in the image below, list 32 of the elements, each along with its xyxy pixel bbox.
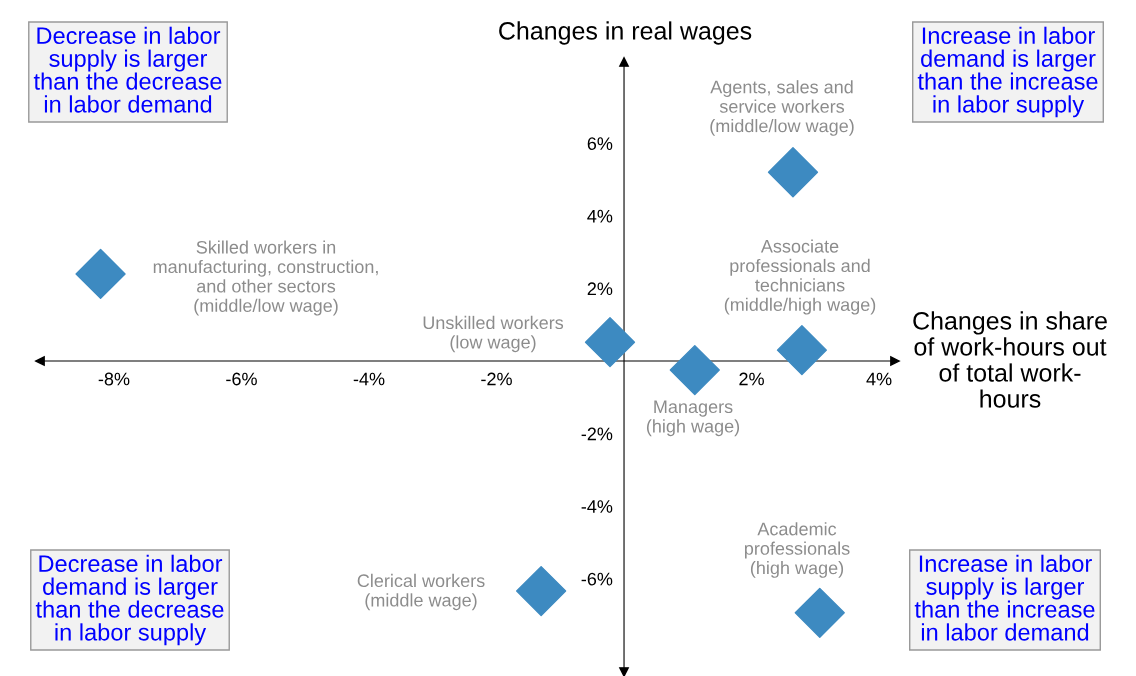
- annotation: Academic professionals (high wage): [744, 522, 850, 578]
- x-tick-label: 4%: [866, 372, 892, 386]
- x-axis-title: Changes in share of work-hours out of total work- hours: [913, 311, 1107, 408]
- point: [776, 324, 828, 376]
- annotation: Associate professionals and technicians (middle/high wage): [724, 239, 876, 315]
- point: [669, 344, 720, 396]
- annotation: Unskilled workers (low wage): [423, 315, 564, 353]
- y-tick-label: -4%: [581, 500, 613, 513]
- x-tick-label: -8%: [98, 372, 130, 386]
- point: [794, 587, 845, 639]
- y-tick-label: 6%: [587, 137, 613, 151]
- annotation: Managers (high wage): [646, 400, 740, 437]
- text: Increase in labor supply is larger than the increase in labor demand: [914, 554, 1095, 641]
- x-tick-label: 2%: [739, 372, 764, 386]
- y-tick-label: -2%: [581, 427, 613, 441]
- y-tick-label: -6%: [581, 572, 613, 586]
- x-tick-label: -4%: [353, 372, 385, 386]
- x-tick-label: -2%: [481, 372, 512, 386]
- y-axis-title: Changes in real wages: [499, 21, 752, 45]
- y-tick-label: 4%: [587, 209, 613, 223]
- point: [767, 147, 819, 198]
- x-tick-label: -6%: [226, 372, 257, 386]
- point: [75, 248, 126, 300]
- y-tick-label: 2%: [587, 282, 613, 296]
- point: [515, 565, 567, 617]
- annotation: Clerical workers (middle wage): [357, 573, 485, 611]
- annotation: Decrease in labor supply is larger than the decrease in labor demand: [33, 26, 222, 113]
- point: [584, 316, 636, 368]
- annotation: Agents, sales and service workers (middle/low wage): [710, 80, 854, 136]
- annotation: Decrease in labor demand is larger than the decrease in labor supply: [35, 554, 224, 646]
- annotation: Skilled workers in manufacturing, construction, and other sectors (middle/low wage): [153, 240, 378, 316]
- text: Increase in labor demand is larger than the increase in labor supply: [917, 26, 1098, 118]
